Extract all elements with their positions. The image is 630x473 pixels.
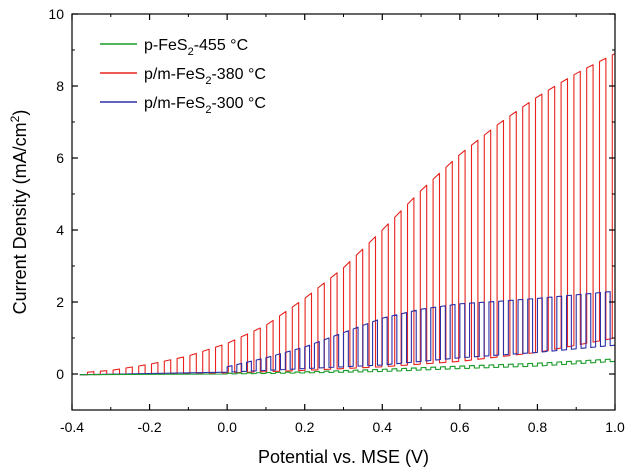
- legend-label-1-sub: 2: [205, 75, 211, 87]
- legend-label-1: p/m-FeS2-380 °C: [144, 66, 266, 87]
- legend-label-0: p-FeS2-455 °C: [144, 37, 248, 58]
- legend-label-2: p/m-FeS2-300 °C: [144, 95, 266, 116]
- legend-entry: p/m-FeS2-300 °C: [100, 95, 266, 116]
- x-tick-label: 0.0: [217, 419, 237, 435]
- legend: p-FeS2-455 °C p/m-FeS2-380 °C p/m-FeS2-3…: [100, 37, 266, 116]
- x-tick-label: 0.2: [295, 419, 315, 435]
- y-tick-label: 2: [56, 294, 64, 310]
- ticks-layer: -0.4 -0.2 0.0 0.2 0.4 0.6 0.8 1.0 0 2 4 6 8 10: [48, 6, 625, 435]
- legend-label-2-end: -300 °C: [211, 95, 265, 112]
- y-axis-label-main: Current Density (mA/cm: [10, 122, 30, 314]
- series-line-0: [79, 358, 616, 376]
- x-tick-label: 0.6: [450, 419, 470, 435]
- series-line-2: [79, 291, 616, 376]
- y-tick-label: 8: [56, 78, 64, 94]
- y-tick-label: 6: [56, 150, 64, 166]
- x-tick-label: -0.2: [138, 419, 162, 435]
- series-layer: [79, 53, 616, 376]
- x-tick-label: 1.0: [605, 419, 625, 435]
- x-tick-label: -0.4: [60, 419, 84, 435]
- legend-label-0-end: -455 °C: [194, 37, 248, 54]
- legend-label-1-end: -380 °C: [211, 66, 265, 83]
- y-axis-label-end: ): [10, 110, 30, 116]
- legend-label-1-main: p/m-FeS: [144, 66, 205, 83]
- legend-entry: p/m-FeS2-380 °C: [100, 66, 266, 87]
- y-axis-label-superscript: 2: [8, 115, 22, 122]
- legend-label-2-main: p/m-FeS: [144, 95, 205, 112]
- x-axis-label: Potential vs. MSE (V): [258, 447, 429, 467]
- x-tick-label: 0.4: [373, 419, 393, 435]
- legend-label-0-sub: 2: [188, 46, 194, 58]
- y-axis-label: Current Density (mA/cm2): [8, 110, 30, 315]
- series-line-1: [79, 53, 616, 376]
- legend-label-0-main: p-FeS: [144, 37, 188, 54]
- y-tick-label: 4: [56, 222, 64, 238]
- y-tick-label: 0: [56, 366, 64, 382]
- legend-label-2-sub: 2: [205, 104, 211, 116]
- y-tick-label: 10: [48, 6, 64, 22]
- legend-entry: p-FeS2-455 °C: [100, 37, 248, 58]
- x-tick-label: 0.8: [528, 419, 548, 435]
